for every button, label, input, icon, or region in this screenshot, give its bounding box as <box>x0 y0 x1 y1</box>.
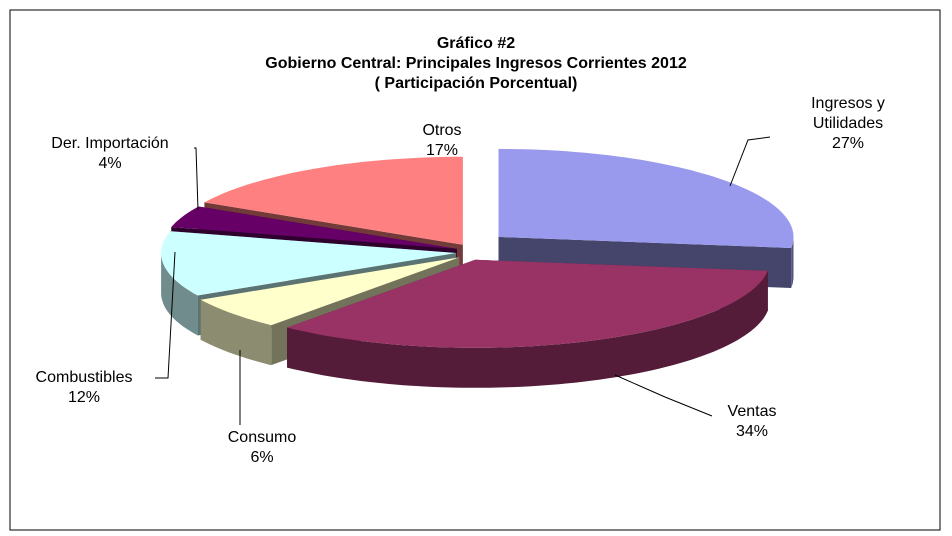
leader-line <box>729 136 771 187</box>
value-label: 17% <box>426 142 458 159</box>
leader-line <box>194 147 199 211</box>
slice-wall <box>791 236 794 288</box>
slice-top <box>204 156 463 245</box>
value-label: 27% <box>832 135 864 152</box>
slice <box>287 259 768 388</box>
category-label: Otros <box>422 122 461 139</box>
leader-line <box>614 374 713 417</box>
category-label: Combustibles <box>36 369 133 386</box>
slice-wall <box>200 299 272 366</box>
value-label: 6% <box>250 449 273 466</box>
category-label: Consumo <box>228 429 297 446</box>
slice-top <box>498 148 794 248</box>
slice-top <box>200 257 460 326</box>
value-label: 4% <box>98 155 121 172</box>
slice-top <box>287 259 768 348</box>
labels: Ingresos y Utilidades 27% Ventas 34% Consumo 6… <box>36 95 885 466</box>
category-label: Ventas <box>728 403 777 420</box>
leader-line <box>155 251 176 379</box>
slice-top <box>161 231 457 296</box>
chart-title: Gobierno Central: Principales Ingresos C… <box>265 55 687 72</box>
category-label: Der. Importación <box>51 135 168 152</box>
chart-title: Gráfico #2 <box>437 35 515 52</box>
category-label: Ingresos y Utilidades <box>811 95 885 132</box>
slice-top <box>171 206 457 249</box>
value-label: 34% <box>736 423 768 440</box>
slice-wall <box>161 253 198 336</box>
value-label: 12% <box>68 389 100 406</box>
slice-wall <box>287 270 768 388</box>
pie <box>161 148 794 388</box>
chart-title: ( Participación Porcentual) <box>375 75 578 92</box>
